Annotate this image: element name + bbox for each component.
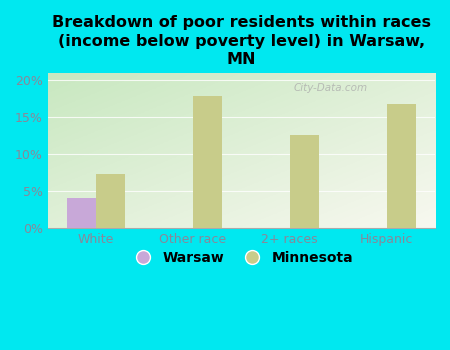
Legend: Warsaw, Minnesota: Warsaw, Minnesota bbox=[124, 245, 359, 271]
Bar bbox=[290, 135, 319, 228]
Title: Breakdown of poor residents within races
(income below poverty level) in Warsaw,: Breakdown of poor residents within races… bbox=[52, 15, 431, 67]
Text: City-Data.com: City-Data.com bbox=[293, 83, 368, 93]
Bar bbox=[67, 198, 96, 228]
Bar bbox=[96, 174, 125, 228]
Bar bbox=[193, 96, 222, 228]
Bar bbox=[387, 104, 416, 228]
